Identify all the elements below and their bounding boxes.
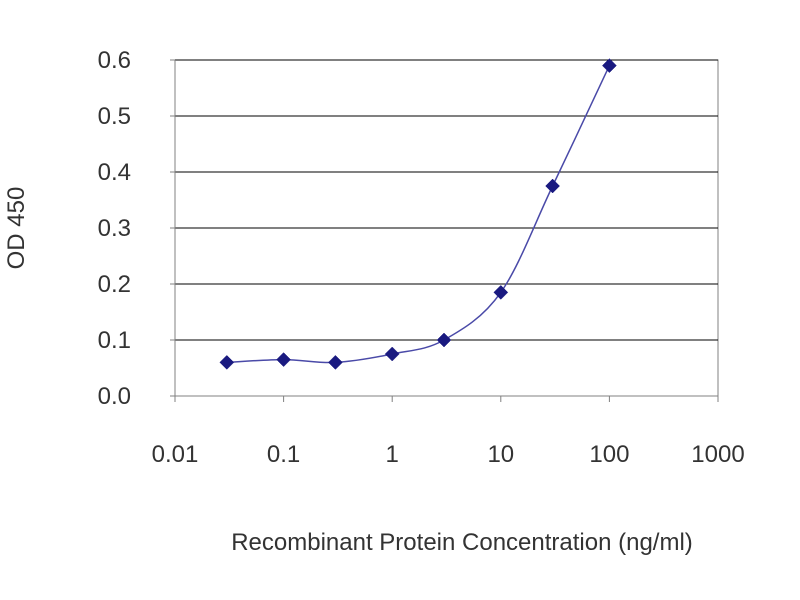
x-tick-label-3: 10	[487, 441, 514, 468]
data-point-6	[545, 178, 560, 194]
grid-lines	[175, 59, 718, 341]
axes	[170, 59, 719, 402]
x-tick-label-2: 1	[386, 441, 399, 468]
data-point-4	[436, 332, 452, 348]
y-tick-label-6: 0.6	[98, 47, 131, 74]
y-tick-label-1: 0.1	[98, 327, 131, 354]
y-tick-label-4: 0.4	[98, 159, 131, 186]
data-point-3	[384, 346, 400, 362]
data-point-2	[328, 355, 343, 370]
data-point-1	[276, 352, 291, 367]
x-axis-title: Recombinant Protein Concentration (ng/ml…	[231, 529, 693, 556]
x-tick-label-5: 1000	[691, 441, 744, 468]
y-tick-label-2: 0.2	[98, 271, 131, 298]
x-tick-labels: 0.01 0.1 1 10 100 1000	[152, 441, 745, 468]
x-tick-label-0: 0.01	[152, 441, 199, 468]
y-tick-label-3: 0.3	[98, 215, 131, 242]
data-points	[219, 58, 617, 370]
y-axis-title: OD 450	[3, 187, 30, 270]
data-point-0	[219, 355, 235, 370]
data-point-7	[602, 58, 617, 73]
y-tick-label-0: 0.0	[98, 383, 131, 410]
data-point-5	[493, 285, 509, 300]
y-tick-label-5: 0.5	[98, 103, 131, 130]
y-tick-labels: 0.0 0.1 0.2 0.3 0.4 0.5 0.6	[98, 47, 131, 410]
x-tick-label-1: 0.1	[267, 441, 300, 468]
x-tick-label-4: 100	[589, 441, 629, 468]
